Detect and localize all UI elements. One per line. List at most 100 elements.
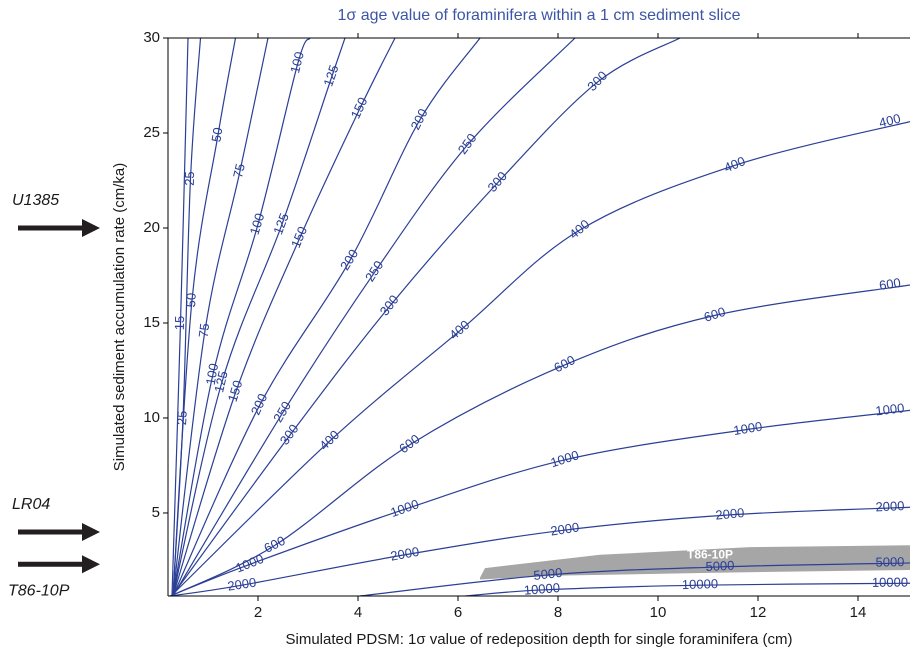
contour-label-group: 125	[211, 369, 230, 394]
contour-label-group: 600	[878, 275, 902, 293]
contour-label: 15	[172, 315, 187, 330]
contour-line	[171, 38, 681, 596]
contour-line	[172, 38, 346, 596]
contour-line	[172, 38, 311, 596]
contour-label-group: 125	[320, 63, 341, 88]
contour-label-group: 1000	[549, 447, 581, 470]
contour-label-group: 75	[230, 162, 248, 179]
contour-label: 50	[183, 292, 199, 307]
contour-label: 25	[174, 410, 190, 425]
contour-label-group: 1000	[875, 400, 905, 418]
contour-label-group: 75	[196, 322, 213, 338]
contour-label-group: 10000	[682, 576, 719, 592]
y-tick-label: 5	[152, 504, 160, 521]
contour-label-group: 1000	[732, 419, 763, 439]
contour-label: 5000	[875, 554, 904, 570]
contour-label: 10000	[523, 580, 560, 598]
x-tick-label: 14	[850, 604, 867, 621]
contour-label-group: 2000	[389, 544, 420, 564]
contour-label: 2000	[549, 519, 580, 538]
contour-label: 75	[196, 322, 213, 338]
contour-label-group: 1000	[233, 551, 265, 576]
contour-label-group: 1000	[389, 496, 421, 520]
contour-label: 125	[211, 369, 230, 394]
y-tick-label: 30	[143, 29, 160, 46]
x-axis-label: Simulated PDSM: 1σ value of redeposition…	[286, 631, 793, 648]
region-label: T86-10P	[687, 547, 733, 561]
contour-label-group: 2000	[226, 575, 257, 594]
contour-label: 100	[247, 211, 268, 236]
contour-label-group: 600	[261, 533, 287, 556]
contour-label-group: 10000	[523, 580, 560, 598]
contour-label: 50	[208, 126, 225, 143]
contour-label-group: 150	[348, 95, 371, 121]
contour-label: 600	[878, 275, 902, 293]
contour-line	[172, 38, 269, 596]
contour-line	[171, 38, 189, 596]
contour-line	[172, 38, 396, 596]
contour-label-group: 200	[407, 106, 430, 132]
contour-label: 125	[320, 63, 341, 88]
x-tick-label: 2	[254, 604, 262, 621]
annotation-label: LR04	[12, 496, 50, 513]
contour-label-group: 200	[248, 391, 271, 417]
contour-label: 5000	[705, 558, 735, 574]
x-tick-label: 12	[750, 604, 767, 621]
contour-label: 1000	[875, 400, 905, 418]
contour-label-group: 600	[396, 431, 422, 456]
annotation-label: U1385	[12, 192, 59, 209]
x-tick-label: 8	[554, 604, 562, 621]
region	[480, 545, 910, 580]
contour-line	[172, 38, 237, 596]
arrow-head	[82, 555, 100, 574]
contour-label-group: 2000	[549, 519, 580, 538]
contour-label-group: 5000	[705, 558, 735, 574]
plot-area: T86-10P152525505075751001001001251251251…	[169, 38, 910, 598]
contour-label-group: 400	[566, 216, 592, 241]
contour-label: 2000	[389, 544, 420, 564]
annotation-label: T86-10P	[8, 582, 70, 599]
contour-label: 75	[230, 162, 248, 179]
chart-title: 1σ age value of foraminifera within a 1 …	[338, 7, 741, 24]
contour-label-group: 50	[183, 292, 199, 307]
contour-line	[170, 284, 910, 596]
contour-label: 100	[287, 50, 307, 75]
contour-label-group: 100	[203, 362, 222, 386]
arrow-head	[82, 522, 100, 541]
contour-label: 125	[270, 211, 292, 237]
contour-line	[169, 409, 910, 596]
contour-label: 10000	[682, 576, 719, 592]
y-axis-label: Simulated sediment accumulation rate (cm…	[111, 163, 128, 471]
contour-label: 600	[702, 304, 727, 325]
y-tick-label: 20	[143, 219, 160, 236]
contour-label: 400	[877, 111, 902, 131]
x-tick-label: 10	[650, 604, 667, 621]
contour-label-group: 200	[337, 247, 361, 273]
contour-label-group: 600	[702, 304, 727, 325]
contour-label-group: 10000	[872, 575, 908, 590]
contour-label-group: 5000	[533, 565, 563, 583]
contour-label: 100	[203, 362, 222, 386]
contour-label-group: 150	[225, 378, 246, 403]
contour-label: 5000	[533, 565, 563, 583]
contour-line	[464, 582, 910, 596]
contour-label-group: 125	[270, 211, 292, 237]
contour-label: 2000	[226, 575, 257, 594]
contour-label: 150	[225, 378, 246, 403]
contour-line	[170, 121, 910, 596]
contour-label-group: 250	[362, 258, 386, 284]
contour-label-group: 15	[172, 315, 187, 330]
contour-label-group: 100	[247, 211, 268, 236]
contour-line	[172, 38, 576, 596]
x-tick-label: 6	[454, 604, 462, 621]
contour-label: 2000	[715, 505, 745, 523]
contour-label: 1000	[732, 419, 763, 439]
contour-label: 2000	[875, 498, 905, 514]
contour-line	[169, 506, 910, 596]
contour-label-group: 400	[722, 153, 748, 175]
contour-label-group: 150	[288, 224, 310, 250]
y-tick-label: 10	[143, 409, 160, 426]
contour-label: 10000	[872, 575, 908, 590]
contour-label-group: 2000	[715, 505, 745, 523]
